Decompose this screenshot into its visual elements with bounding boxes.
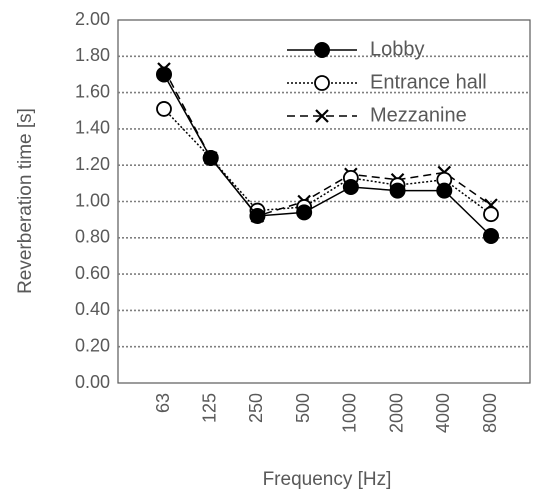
x-tick-label: 125 — [199, 393, 219, 423]
series-line — [163, 68, 492, 217]
y-tick-label: 0.80 — [75, 227, 110, 247]
x-tick-label: 63 — [153, 393, 173, 413]
y-tick-label: 1.60 — [75, 81, 110, 101]
legend-marker — [314, 75, 330, 91]
data-point — [436, 182, 453, 199]
y-tick-label: 0.60 — [75, 263, 110, 283]
data-point — [296, 204, 313, 221]
data-point — [389, 182, 406, 199]
y-tick-label: 0.20 — [75, 335, 110, 355]
data-point — [483, 206, 499, 223]
y-axis-title: Reverberation time [s] — [15, 108, 36, 294]
data-point — [156, 101, 172, 117]
legend-item: Lobby — [287, 38, 425, 60]
x-tick-label: 250 — [246, 393, 266, 423]
legend-marker — [315, 109, 329, 123]
y-tick-label: 1.80 — [75, 45, 110, 65]
data-point — [483, 227, 499, 244]
data-point — [249, 208, 266, 225]
x-axis-title: Frequency [Hz] — [263, 469, 392, 490]
x-tick-label: 500 — [293, 393, 313, 423]
x-tick-label: 4000 — [433, 393, 453, 433]
series-line — [163, 108, 492, 215]
y-tick-label: 1.20 — [75, 154, 110, 174]
legend-item: Mezzanine — [287, 104, 467, 126]
x-tick-label: 2000 — [386, 393, 406, 433]
series-0 — [156, 66, 499, 244]
legend: Lobby Entrance hall Mezzanine — [287, 38, 487, 126]
x-tick-labels: 63 125 250 500 1000 2000 4000 8000 — [153, 393, 500, 433]
legend-label: Lobby — [370, 38, 425, 60]
y-tick-label: 0.40 — [75, 299, 110, 319]
data-point — [202, 149, 219, 166]
data-point — [342, 178, 359, 195]
x-tick-label: 8000 — [480, 393, 500, 433]
legend-item: Entrance hall — [287, 71, 487, 93]
data-point — [156, 66, 172, 83]
series-group — [156, 62, 499, 244]
legend-label: Entrance hall — [370, 71, 487, 93]
y-tick-label: 0.00 — [75, 372, 110, 392]
y-tick-labels: 0.00 0.20 0.40 0.60 0.80 1.00 1.20 1.40 1.60 1.80… — [75, 9, 110, 392]
x-tick-label: 1000 — [340, 393, 360, 433]
legend-marker — [314, 42, 330, 58]
legend-label: Mezzanine — [370, 104, 467, 126]
y-tick-label: 1.40 — [75, 118, 110, 138]
y-tick-label: 2.00 — [75, 9, 110, 29]
y-tick-label: 1.00 — [75, 190, 110, 210]
